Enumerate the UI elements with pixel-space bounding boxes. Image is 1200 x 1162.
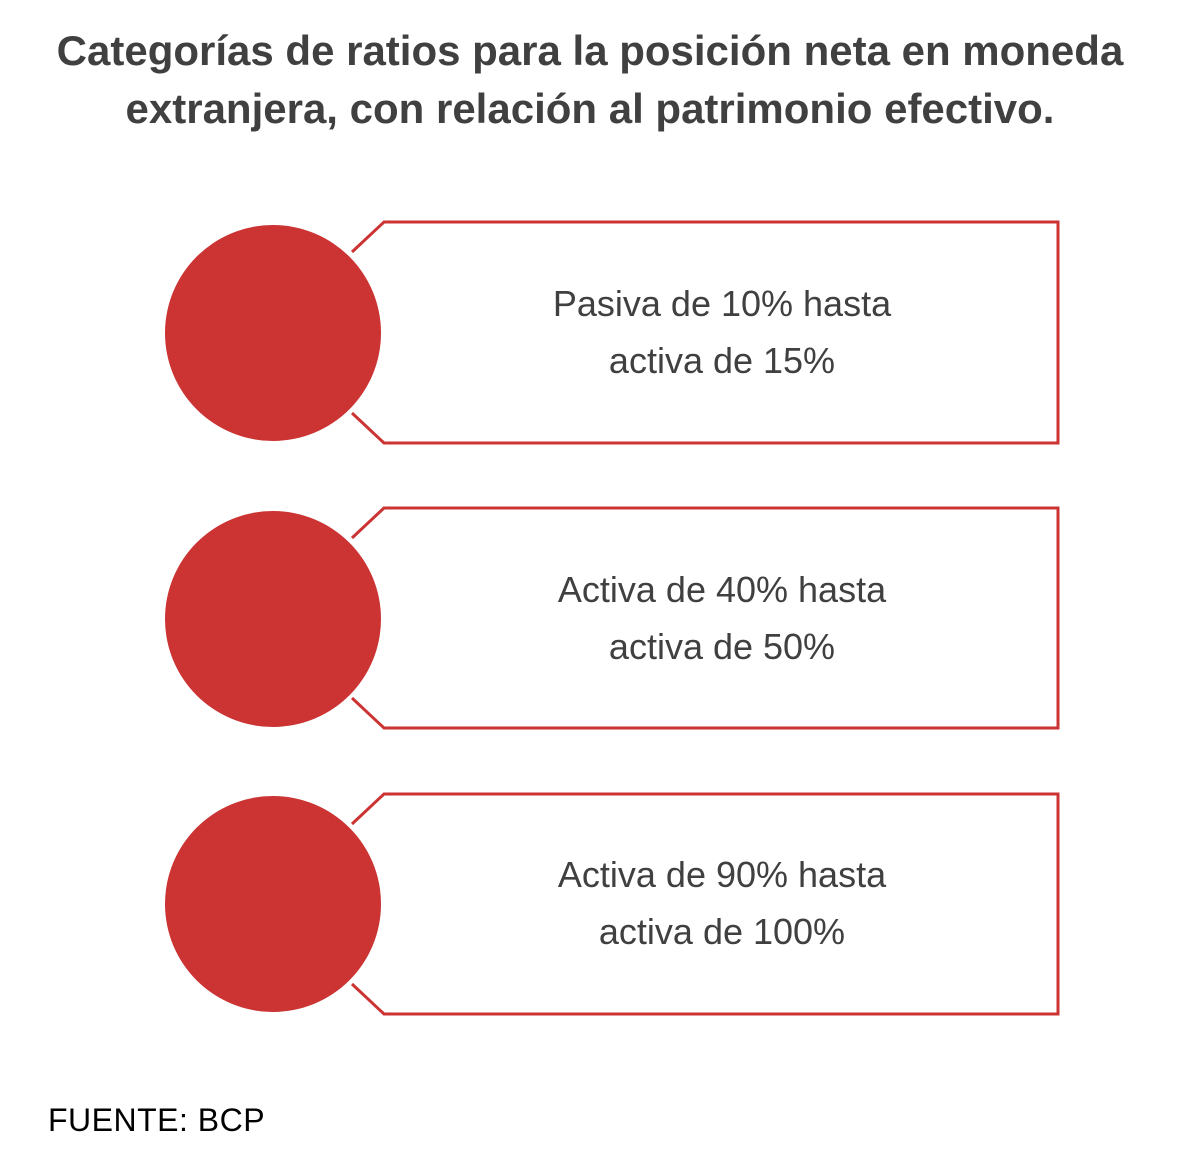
page-title: Categorías de ratios para la posición ne… (56, 27, 1124, 132)
category-label-line2: activa de 100% (598, 911, 846, 952)
callout-box (350, 506, 1060, 730)
category-label-1: Pasiva de 10% hasta activa de 15% (384, 275, 1060, 389)
category-marker (165, 225, 381, 441)
category-item-1 (165, 220, 1060, 445)
category-item-3 (165, 792, 1060, 1016)
category-marker (165, 511, 381, 727)
category-item-2 (165, 506, 1060, 730)
category-label-2: Activa de 40% hasta activa de 50% (384, 561, 1060, 675)
callout-box (350, 792, 1060, 1016)
category-label-line1: Pasiva de 10% hasta (552, 283, 892, 324)
category-label-line2: activa de 50% (608, 626, 836, 667)
category-label-line2: activa de 15% (608, 340, 836, 381)
category-marker (165, 796, 381, 1012)
category-label-line1: Activa de 90% hasta (557, 854, 887, 895)
category-label-3: Activa de 90% hasta activa de 100% (384, 846, 1060, 960)
callout-box (350, 220, 1060, 445)
category-label-line1: Activa de 40% hasta (557, 569, 887, 610)
source-note: FUENTE: BCP (48, 1102, 266, 1138)
